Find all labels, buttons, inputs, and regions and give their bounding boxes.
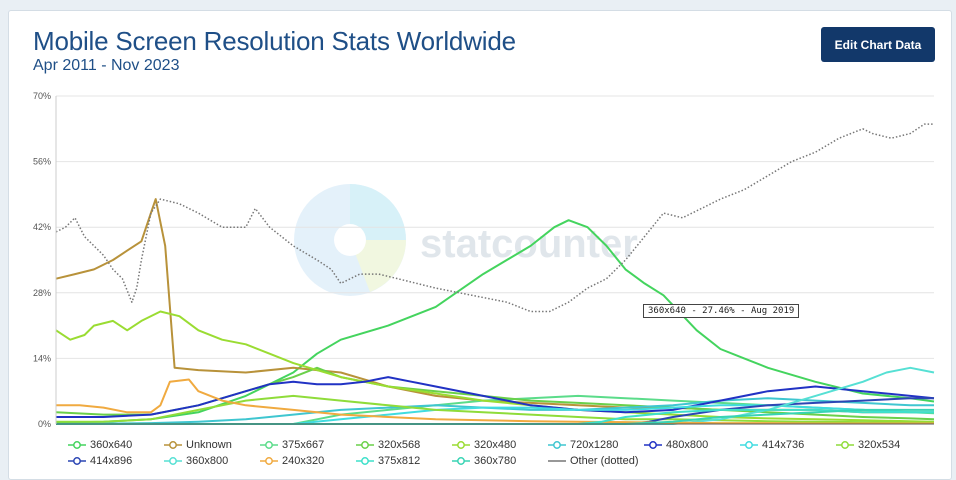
watermark-logo-segment	[350, 240, 406, 292]
legend-marker-icon	[356, 457, 374, 465]
legend-item[interactable]: 375x812	[356, 454, 452, 468]
series-line-360x800[interactable]	[56, 366, 935, 425]
legend-item[interactable]: 375x667	[260, 438, 356, 452]
legend-item[interactable]: 414x896	[68, 454, 164, 468]
legend-marker-icon	[836, 441, 854, 449]
legend-marker-icon	[164, 441, 182, 449]
watermark-logo-hole	[334, 224, 366, 256]
legend-label: 240x320	[282, 455, 325, 467]
legend-marker-icon	[260, 441, 278, 449]
legend-marker-icon	[644, 441, 662, 449]
legend-label: 360x640	[90, 439, 133, 451]
data-point-tooltip: 360x640 - 27.46% - Aug 2019	[643, 304, 800, 318]
y-tick-label: 70%	[33, 91, 51, 101]
y-tick-label: 28%	[33, 288, 51, 298]
legend-line-icon	[548, 460, 566, 462]
legend-label: 320x568	[378, 439, 421, 451]
legend-marker-icon	[164, 457, 182, 465]
legend-item[interactable]: 240x320	[260, 454, 356, 468]
legend-label: Unknown	[186, 439, 232, 451]
series-line-375x812[interactable]	[56, 408, 934, 425]
legend-label: 375x812	[378, 455, 421, 467]
page-title: Mobile Screen Resolution Stats Worldwide	[33, 26, 516, 56]
y-tick-label: 14%	[33, 353, 51, 363]
legend-marker-icon	[260, 457, 278, 465]
series-line-480x800[interactable]	[56, 376, 935, 418]
statcounter-watermark: statcounter	[294, 184, 638, 296]
legend-marker-icon	[452, 457, 470, 465]
legend-label: 414x736	[762, 439, 805, 451]
legend-item[interactable]: 320x480	[452, 438, 548, 452]
legend-item[interactable]: Other (dotted)	[548, 454, 644, 468]
legend-marker-icon	[68, 457, 86, 465]
legend-item[interactable]: 360x640	[68, 438, 164, 452]
legend-item[interactable]: 414x736	[740, 438, 836, 452]
legend-item[interactable]: 480x800	[644, 438, 740, 452]
chart-legend: 360x640 Unknown 375x667 320x568 320x480 720x1…	[68, 438, 948, 468]
series-line-other-dotted[interactable]	[55, 123, 934, 313]
watermark-logo-segment	[350, 184, 406, 240]
series-line-360x640[interactable]	[55, 219, 935, 424]
series-line-320x480[interactable]	[55, 310, 935, 423]
y-axis: 0% 14% 28% 42% 56% 70%	[33, 91, 51, 429]
legend-label: 320x480	[474, 439, 517, 451]
legend-item[interactable]: 320x534	[836, 438, 932, 452]
series-line-414x736[interactable]	[56, 404, 934, 425]
legend-marker-icon	[740, 441, 758, 449]
legend-item[interactable]: 360x800	[164, 454, 260, 468]
legend-label: Other (dotted)	[570, 455, 639, 467]
legend-item[interactable]: 720x1280	[548, 438, 644, 452]
y-tick-label: 0%	[38, 419, 51, 429]
legend-marker-icon	[452, 441, 470, 449]
legend-item[interactable]: 360x780	[452, 454, 548, 468]
legend-label: 360x780	[474, 455, 517, 467]
y-tick-label: 42%	[33, 222, 51, 232]
legend-label: 360x800	[186, 455, 229, 467]
y-tick-label: 56%	[33, 157, 51, 167]
legend-marker-icon	[548, 441, 566, 449]
series-line-240x320[interactable]	[56, 378, 934, 425]
legend-marker-icon	[356, 441, 374, 449]
watermark-text: statcounter	[420, 222, 638, 266]
legend-item[interactable]: 320x568	[356, 438, 452, 452]
series-line-720x1280[interactable]	[55, 397, 934, 425]
edit-chart-data-button[interactable]: Edit Chart Data	[821, 27, 935, 62]
legend-label: 375x667	[282, 439, 325, 451]
legend-label: 720x1280	[570, 439, 619, 451]
legend-label: 414x896	[90, 455, 133, 467]
series-line-360x780[interactable]	[56, 408, 934, 425]
date-range-subtitle: Apr 2011 - Nov 2023	[33, 57, 180, 74]
legend-label: 320x534	[858, 439, 901, 451]
legend-item[interactable]: Unknown	[164, 438, 260, 452]
series-line-320x534[interactable]	[56, 394, 934, 424]
series-lines	[55, 123, 935, 425]
legend-marker-icon	[68, 441, 86, 449]
legend-label: 480x800	[666, 439, 709, 451]
